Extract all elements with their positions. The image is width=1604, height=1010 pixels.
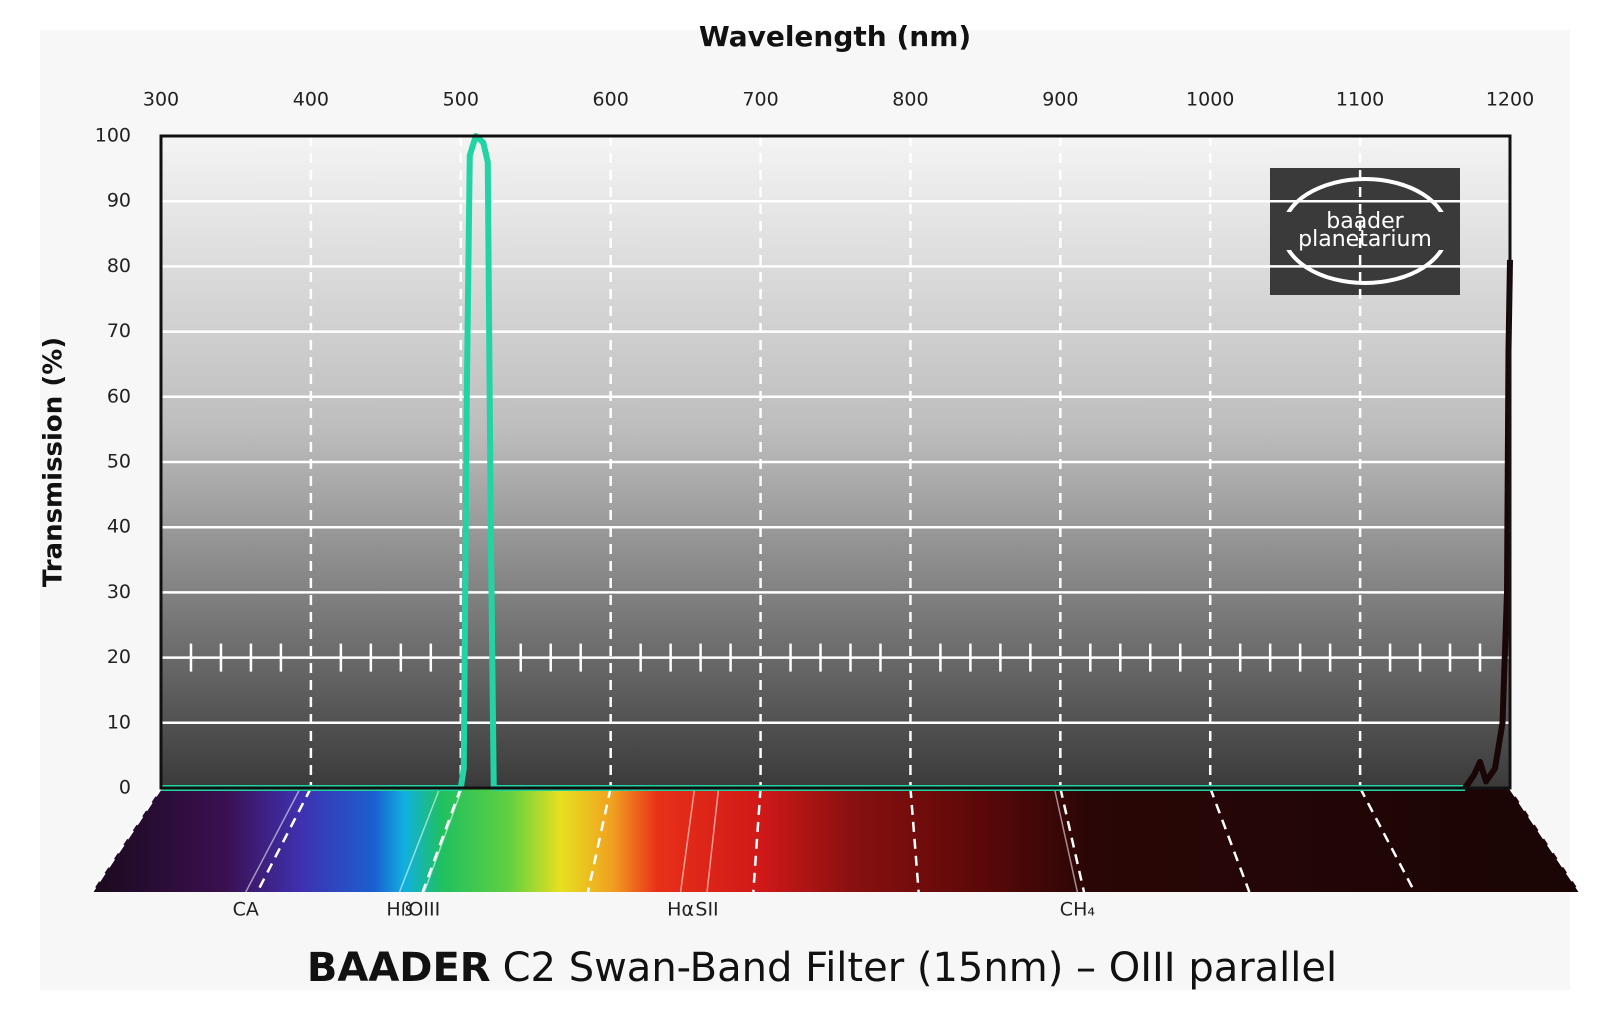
y-axis-label: Transmission (%) [39, 337, 69, 587]
series-line [1462, 259, 1513, 790]
x-tick-label: 1200 [1486, 89, 1534, 111]
logo-bar [1278, 212, 1452, 250]
band-grid-line [586, 787, 612, 893]
band-grid-line [421, 787, 462, 893]
y-tick-label: 90 [107, 190, 131, 212]
x-tick-label: 1000 [1186, 89, 1234, 111]
y-tick-label: 60 [107, 385, 131, 407]
y-tick-label: 20 [107, 646, 131, 668]
x-tick-label: 700 [742, 89, 778, 111]
annotation: CA [233, 899, 259, 921]
x-tick-label: 900 [1042, 89, 1078, 111]
annotation: Hα [667, 899, 694, 921]
band-grid-line [1359, 787, 1416, 893]
annotation: SII [695, 899, 718, 921]
x-tick-label: 800 [892, 89, 928, 111]
y-tick-label: 40 [107, 516, 131, 538]
y-tick-label: 100 [95, 125, 131, 147]
annotation: Hß [386, 899, 412, 921]
y-tick-label: 10 [107, 711, 131, 733]
x-tick-label: 1100 [1336, 89, 1384, 111]
chart-title: BAADER C2 Swan-Band Filter (15nm) – OIII … [307, 945, 1337, 991]
title-brand: BAADER [307, 945, 491, 991]
logo: baader planetarium [1270, 168, 1460, 295]
spectral-line [245, 787, 302, 893]
y-tick-label: 70 [107, 320, 131, 342]
y-tick-label: 30 [107, 581, 131, 603]
x-axis-label: Wavelength (nm) [699, 20, 971, 53]
spectral-line [1053, 787, 1079, 893]
logo-text: planetarium [1298, 227, 1432, 252]
annotation: CH₄ [1060, 899, 1096, 921]
y-tick-label: 0 [119, 777, 131, 799]
spectrum-band [92, 788, 1580, 892]
band-grid-line [1209, 787, 1251, 893]
title-text: C2 Swan-Band Filter (15nm) – OIII parall… [503, 945, 1338, 991]
band-grid-line [752, 787, 762, 893]
spectral-line [398, 787, 441, 893]
band-grid-line [90, 787, 163, 893]
band-grid-line [909, 787, 920, 893]
y-tick-label: 50 [107, 451, 131, 473]
logo-text: baader [1326, 209, 1404, 234]
band-grid-line [1508, 787, 1582, 893]
y-tick-label: 80 [107, 255, 131, 277]
x-tick-label: 600 [593, 89, 629, 111]
x-tick-label: 500 [443, 89, 479, 111]
plot-frame [159, 134, 1512, 790]
band-grid-line [256, 787, 313, 893]
annotation: OIII [408, 899, 440, 921]
spectral-line [706, 787, 720, 893]
x-tick-label: 300 [143, 89, 179, 111]
spectral-line [679, 787, 696, 893]
band-grid-line [1059, 787, 1086, 893]
spectral-line [423, 787, 463, 893]
x-tick-label: 400 [293, 89, 329, 111]
